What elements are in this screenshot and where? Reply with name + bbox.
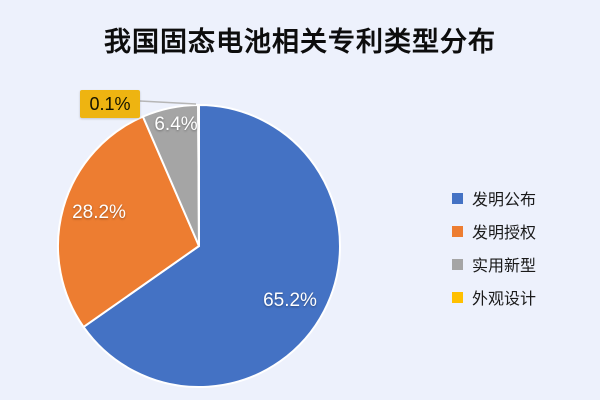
pie-slice-2 bbox=[56, 115, 200, 328]
callout-leader-line bbox=[139, 100, 197, 105]
legend-item-utility-model: 实用新型 bbox=[452, 252, 536, 276]
pie-slice-group bbox=[56, 103, 341, 388]
legend-label: 发明授权 bbox=[472, 225, 537, 242]
legend-label: 发明公布 bbox=[472, 192, 537, 209]
legend-swatch-icon bbox=[452, 258, 463, 270]
legend-label: 外观设计 bbox=[472, 291, 537, 308]
chart-title: 我国固态电池相关专利类型分布 bbox=[104, 27, 496, 57]
legend-swatch-icon bbox=[452, 225, 463, 237]
legend-swatch-icon bbox=[452, 291, 463, 303]
pie-slice-4 bbox=[197, 103, 200, 247]
legend: 发明公布 发明授权 实用新型 外观设计 bbox=[452, 186, 536, 309]
pie-slice-1 bbox=[82, 104, 341, 388]
legend-swatch-icon bbox=[452, 192, 463, 204]
legend-label: 实用新型 bbox=[472, 258, 537, 275]
legend-item-invention-publication: 发明公布 bbox=[452, 186, 536, 210]
legend-item-invention-grant: 发明授权 bbox=[452, 219, 536, 243]
callout-label-design: 0.1% bbox=[80, 90, 140, 118]
legend-item-design: 外观设计 bbox=[452, 285, 536, 309]
